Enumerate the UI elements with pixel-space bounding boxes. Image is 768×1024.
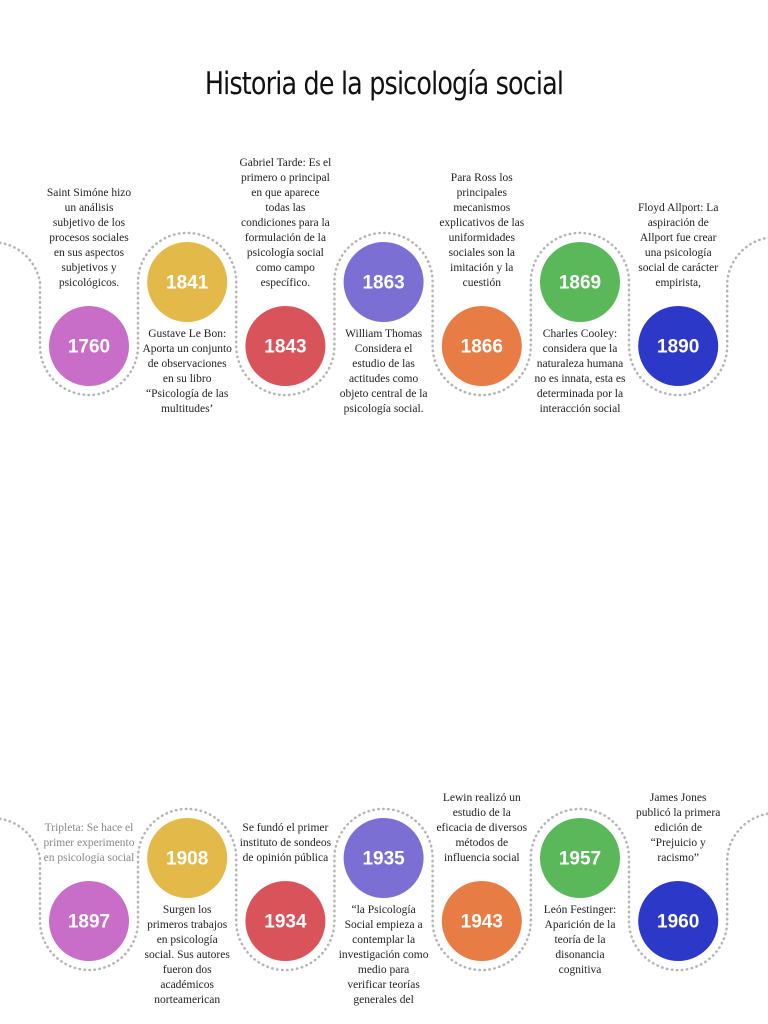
year-label: 1957 xyxy=(559,849,601,870)
year-circle xyxy=(441,881,522,961)
year-label: 1843 xyxy=(264,337,306,358)
title: Historia de la psicología social xyxy=(204,66,564,102)
year-circle xyxy=(343,818,424,898)
year-circle xyxy=(147,818,228,898)
event-text: Lewin realizó un estudio de la eficacia … xyxy=(436,792,528,864)
event-text: Saint Simóne hizo un análisis subjetivo … xyxy=(46,187,132,289)
event-text: Surgen los primeros trabajos en psicolog… xyxy=(144,904,230,1006)
year-label: 1943 xyxy=(461,912,503,933)
year-circle xyxy=(245,881,326,961)
year-label: 1841 xyxy=(166,273,209,294)
event-text: León Festinger: Aparición de la teoría d… xyxy=(543,904,617,976)
year-label: 1960 xyxy=(657,912,699,933)
year-label: 1866 xyxy=(461,337,503,358)
year-circle xyxy=(540,818,620,898)
year-circle xyxy=(49,306,129,386)
year-label: 1934 xyxy=(264,912,307,933)
year-label: 1869 xyxy=(559,273,601,294)
event-text: Tripleta: Se hace el primer experimento … xyxy=(43,822,135,864)
year-circle xyxy=(638,306,719,386)
event-text: Para Ross los principales mecanismos exp… xyxy=(439,172,525,289)
event-text: Charles Cooley: considera que la natural… xyxy=(534,328,626,415)
event-text: James Jones publicó la primera edición d… xyxy=(636,792,721,864)
year-circle xyxy=(49,881,129,961)
year-circle xyxy=(540,242,620,322)
year-label: 1863 xyxy=(362,273,404,294)
event-text: William Thomas Considera el estudio de l… xyxy=(339,328,428,415)
year-label: 1760 xyxy=(68,337,110,358)
event-text: Gustave Le Bon: Aporta un conjunto de ob… xyxy=(142,328,232,415)
year-label: 1890 xyxy=(657,337,699,358)
dotted-connector xyxy=(0,231,768,397)
event-text: Se fundó el primer instituto de sondeos … xyxy=(239,822,332,864)
year-circle xyxy=(245,306,326,386)
event-text: Floyd Allport: La aspiración de Allport … xyxy=(637,202,719,289)
year-label: 1908 xyxy=(166,849,208,870)
year-label: 1935 xyxy=(362,849,405,870)
year-circle xyxy=(343,242,424,322)
year-circle xyxy=(147,242,228,322)
dotted-connector xyxy=(0,807,768,972)
year-circle xyxy=(441,306,522,386)
year-circle xyxy=(638,881,719,961)
event-text: “la Psicología Social empieza a contempl… xyxy=(338,904,429,1006)
year-label: 1897 xyxy=(68,912,110,933)
event-text: Gabriel Tarde: Es el primero o principal… xyxy=(239,157,332,289)
